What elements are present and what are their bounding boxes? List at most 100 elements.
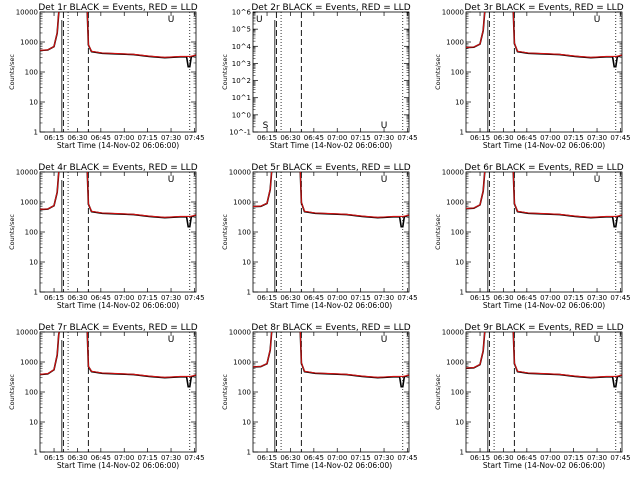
chart-title: Det 3r BLACK = Events, RED = LLD [464, 3, 623, 13]
x-axis-label: Start Time (14-Nov-02 06:06:00) [483, 301, 605, 310]
x-tick-label: 07:45 [610, 134, 630, 142]
x-tick-label: 07:30 [161, 134, 181, 142]
chart-title: Det 9r BLACK = Events, RED = LLD [464, 323, 623, 333]
y-tick-label: 100 [25, 229, 38, 237]
x-tick-label: 07:30 [161, 294, 181, 302]
x-tick-label: 07:00 [540, 294, 560, 302]
y-tick-label: 10^3 [232, 60, 251, 68]
y-tick-label: 1 [247, 449, 251, 457]
x-tick-label: 07:00 [327, 294, 347, 302]
x-tick-label: 07:45 [397, 134, 417, 142]
y-axis-label: Counts/sec [434, 214, 442, 250]
x-tick-label: 07:15 [138, 134, 158, 142]
x-tick-label: 07:45 [184, 294, 204, 302]
flag-label: U [256, 15, 263, 25]
chart-panel-9r: Det 9r BLACK = Events, RED = LLD 1 10 100 10… [434, 323, 631, 470]
y-axis-label: Counts/sec [8, 54, 16, 90]
chart-panel-6r: Det 6r BLACK = Events, RED = LLD 1 10 100 10… [434, 163, 631, 310]
x-tick-label: 06:45 [304, 134, 324, 142]
y-tick-label: 1000 [20, 39, 38, 47]
x-tick-label: 06:45 [517, 454, 537, 462]
x-tick-label: 07:15 [351, 454, 371, 462]
x-tick-label: 07:00 [327, 134, 347, 142]
y-tick-label: 1 [247, 289, 251, 297]
x-tick-label: 06:15 [257, 294, 277, 302]
y-tick-label: 10^6 [232, 9, 252, 17]
y-axis-label: Counts/sec [434, 54, 442, 90]
y-tick-label: 10^0 [232, 111, 251, 119]
y-tick-label: 100 [451, 69, 464, 77]
series-lld-line [40, 12, 196, 58]
x-tick-label: 07:00 [540, 134, 560, 142]
y-tick-label: 10 [29, 99, 38, 107]
x-tick-label: 07:15 [351, 294, 371, 302]
y-tick-label: 100 [238, 389, 251, 397]
y-tick-label: 10000 [442, 169, 464, 177]
x-tick-label: 06:30 [67, 134, 87, 142]
y-tick-label: 1000 [233, 199, 251, 207]
x-axis-label: Start Time (14-Nov-02 06:06:00) [57, 301, 179, 310]
plot-frame [252, 11, 410, 133]
chart-panel-5r: Det 5r BLACK = Events, RED = LLD 1 10 100 10… [221, 163, 418, 310]
y-tick-label: 100 [25, 389, 38, 397]
x-tick-label: 07:45 [397, 294, 417, 302]
y-tick-label: 100 [238, 229, 251, 237]
x-tick-label: 06:15 [257, 454, 277, 462]
y-tick-label: 10^1 [232, 94, 251, 102]
x-tick-label: 07:45 [397, 454, 417, 462]
y-tick-label: 100 [451, 229, 464, 237]
x-tick-label: 07:00 [114, 134, 134, 142]
y-tick-label: 10 [455, 419, 464, 427]
chart-title: Det 6r BLACK = Events, RED = LLD [464, 163, 623, 173]
x-tick-label: 07:45 [610, 454, 630, 462]
y-tick-label: 100 [451, 389, 464, 397]
y-tick-label: 100 [25, 69, 38, 77]
x-axis-label: Start Time (14-Nov-02 06:06:00) [270, 301, 392, 310]
chart-panel-8r: Det 8r BLACK = Events, RED = LLD 1 10 100 10… [221, 323, 418, 470]
chart-title: Det 5r BLACK = Events, RED = LLD [251, 163, 410, 173]
x-tick-label: 06:15 [470, 294, 490, 302]
x-tick-label: 07:30 [374, 454, 394, 462]
y-axis-label: Counts/sec [221, 374, 229, 410]
y-tick-label: 10000 [16, 169, 38, 177]
y-tick-label: 1 [460, 449, 464, 457]
x-tick-label: 06:15 [257, 134, 277, 142]
y-tick-label: 1 [460, 129, 464, 137]
y-tick-label: 10000 [16, 9, 38, 17]
x-tick-label: 07:30 [374, 134, 394, 142]
x-axis-label: Start Time (14-Nov-02 06:06:00) [270, 141, 392, 150]
chart-title: Det 4r BLACK = Events, RED = LLD [38, 163, 197, 173]
x-tick-label: 07:15 [138, 454, 158, 462]
x-tick-label: 07:00 [327, 454, 347, 462]
chart-panel-7r: Det 7r BLACK = Events, RED = LLD 1 10 100 10… [8, 323, 205, 470]
chart-panel-2r: Det 2r BLACK = Events, RED = LLD 10^-1 10^… [221, 3, 418, 150]
x-tick-label: 06:15 [44, 294, 64, 302]
flag-label: S [263, 121, 269, 131]
chart-title: Det 2r BLACK = Events, RED = LLD [251, 3, 410, 13]
y-axis-label: Counts/sec [221, 214, 229, 250]
y-tick-label: 10^4 [232, 43, 252, 51]
y-tick-label: 1 [34, 289, 38, 297]
y-tick-label: 10 [29, 259, 38, 267]
x-axis-label: Start Time (14-Nov-02 06:06:00) [270, 461, 392, 470]
y-tick-label: 1000 [446, 199, 464, 207]
x-tick-label: 06:30 [280, 134, 300, 142]
x-tick-label: 07:30 [374, 294, 394, 302]
x-tick-label: 07:30 [587, 294, 607, 302]
x-tick-label: 06:45 [304, 454, 324, 462]
x-tick-label: 06:30 [67, 294, 87, 302]
x-tick-label: 07:15 [138, 294, 158, 302]
x-tick-label: 06:30 [493, 294, 513, 302]
y-tick-label: 1 [34, 129, 38, 137]
flag-label: U [381, 335, 388, 345]
y-axis-label: Counts/sec [434, 374, 442, 410]
x-tick-label: 06:15 [470, 454, 490, 462]
flag-label: U [168, 15, 175, 25]
x-tick-label: 07:15 [564, 294, 584, 302]
chart-title: Det 8r BLACK = Events, RED = LLD [251, 323, 410, 333]
y-tick-label: 1000 [233, 359, 251, 367]
y-tick-label: 10^5 [232, 26, 251, 34]
x-tick-label: 06:15 [44, 454, 64, 462]
y-tick-label: 10 [242, 259, 251, 267]
